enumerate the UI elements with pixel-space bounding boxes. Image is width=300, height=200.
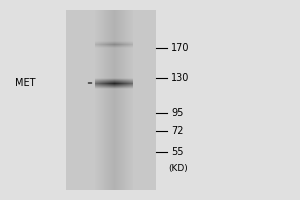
Text: MET: MET (16, 78, 36, 88)
Text: (KD): (KD) (168, 164, 188, 173)
Text: 72: 72 (171, 126, 184, 136)
Text: 95: 95 (171, 108, 183, 118)
Text: 170: 170 (171, 43, 190, 53)
Text: 130: 130 (171, 73, 189, 83)
Text: 55: 55 (171, 147, 184, 157)
